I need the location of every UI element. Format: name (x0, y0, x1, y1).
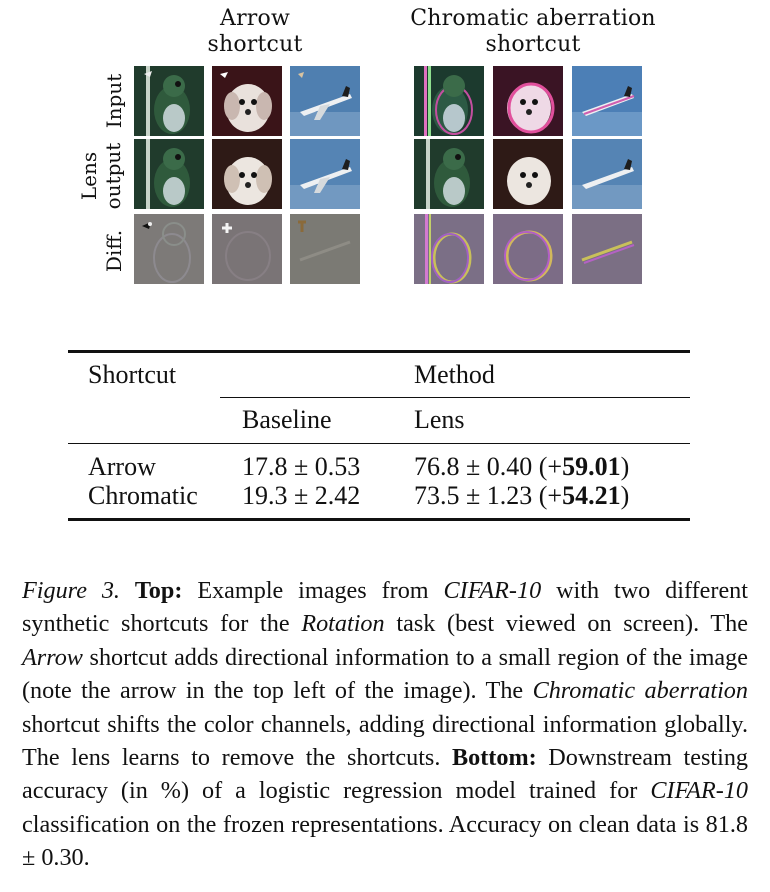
thumb-plane-chromatic-output (572, 139, 642, 209)
thumb-plane-chromatic-diff (572, 214, 642, 284)
close-paren: ) (620, 452, 630, 481)
table-subheader-lens: Lens (414, 405, 465, 434)
figure-caption: Figure 3. Top: Example images from CIFAR… (22, 577, 749, 872)
caption-bottom-label: Bottom: (452, 744, 537, 772)
thumb-dog-input (212, 66, 282, 136)
panel-title-line: shortcut (485, 32, 581, 57)
thumb-bird-chromatic-diff (414, 214, 484, 284)
row-label-diff: Diff. (102, 229, 126, 273)
close-paren: ) (620, 481, 630, 510)
panel-title-chromatic: Chromatic aberration shortcut (398, 6, 668, 58)
thumb-bird-input (134, 66, 204, 136)
thumb-plane-diff (290, 214, 360, 284)
caption-top-label: Top: (134, 577, 183, 604)
gain-value: 59.01 (562, 452, 621, 481)
thumb-plane-input (290, 66, 360, 136)
panel-title-line: Arrow (220, 6, 290, 31)
caption-dataset: CIFAR-10 (443, 577, 542, 604)
lens-value: 76.8 ± 0.40 (+ (414, 452, 563, 481)
thumb-bird-output (134, 139, 204, 209)
table-row-chromatic-lens: 73.5 ± 1.23 (+54.21) (414, 481, 629, 511)
panel-title-arrow: Arrow shortcut (150, 6, 360, 58)
table-row-arrow-shortcut: Arrow (88, 452, 156, 481)
thumb-bird-chromatic-output (414, 139, 484, 209)
panel-title-line: shortcut (207, 32, 303, 57)
thumb-dog-output (212, 139, 282, 209)
thumb-dog-diff (212, 214, 282, 284)
thumb-dog-chromatic-input (493, 66, 563, 136)
table-method-rule (220, 397, 690, 399)
thumb-bird-chromatic-input (414, 66, 484, 136)
caption-dataset: CIFAR-10 (650, 777, 749, 805)
table-row-arrow-lens: 76.8 ± 0.40 (+59.01) (414, 452, 629, 482)
table-mid-rule (68, 443, 690, 445)
thumb-plane-chromatic-input (572, 66, 642, 136)
table-top-rule (68, 350, 690, 353)
row-label-input: Input (102, 73, 126, 129)
table-bottom-rule (68, 518, 690, 521)
table-row-arrow-baseline: 17.8 ± 0.53 (242, 452, 361, 481)
table-subheader-baseline: Baseline (242, 405, 332, 434)
table-row-chromatic-baseline: 19.3 ± 2.42 (242, 481, 361, 510)
lens-value: 73.5 ± 1.23 (+ (414, 481, 563, 510)
caption-arrow: Arrow (22, 643, 83, 671)
thumb-plane-output (290, 139, 360, 209)
table-header-shortcut: Shortcut (88, 360, 177, 389)
caption-figure-label: Figure 3. (22, 577, 120, 604)
gain-value: 54.21 (562, 481, 621, 510)
thumb-bird-diff (134, 214, 204, 284)
thumb-dog-chromatic-output (493, 139, 563, 209)
caption-task: Rotation (301, 610, 385, 638)
caption-chromatic: Chromatic aberration (532, 677, 748, 705)
thumb-dog-chromatic-diff (493, 214, 563, 284)
table-header-method: Method (414, 360, 495, 389)
row-label-lens-output: Lens output (77, 142, 125, 210)
table-row-chromatic-shortcut: Chromatic (88, 481, 198, 510)
panel-title-line: Chromatic aberration (410, 6, 656, 31)
